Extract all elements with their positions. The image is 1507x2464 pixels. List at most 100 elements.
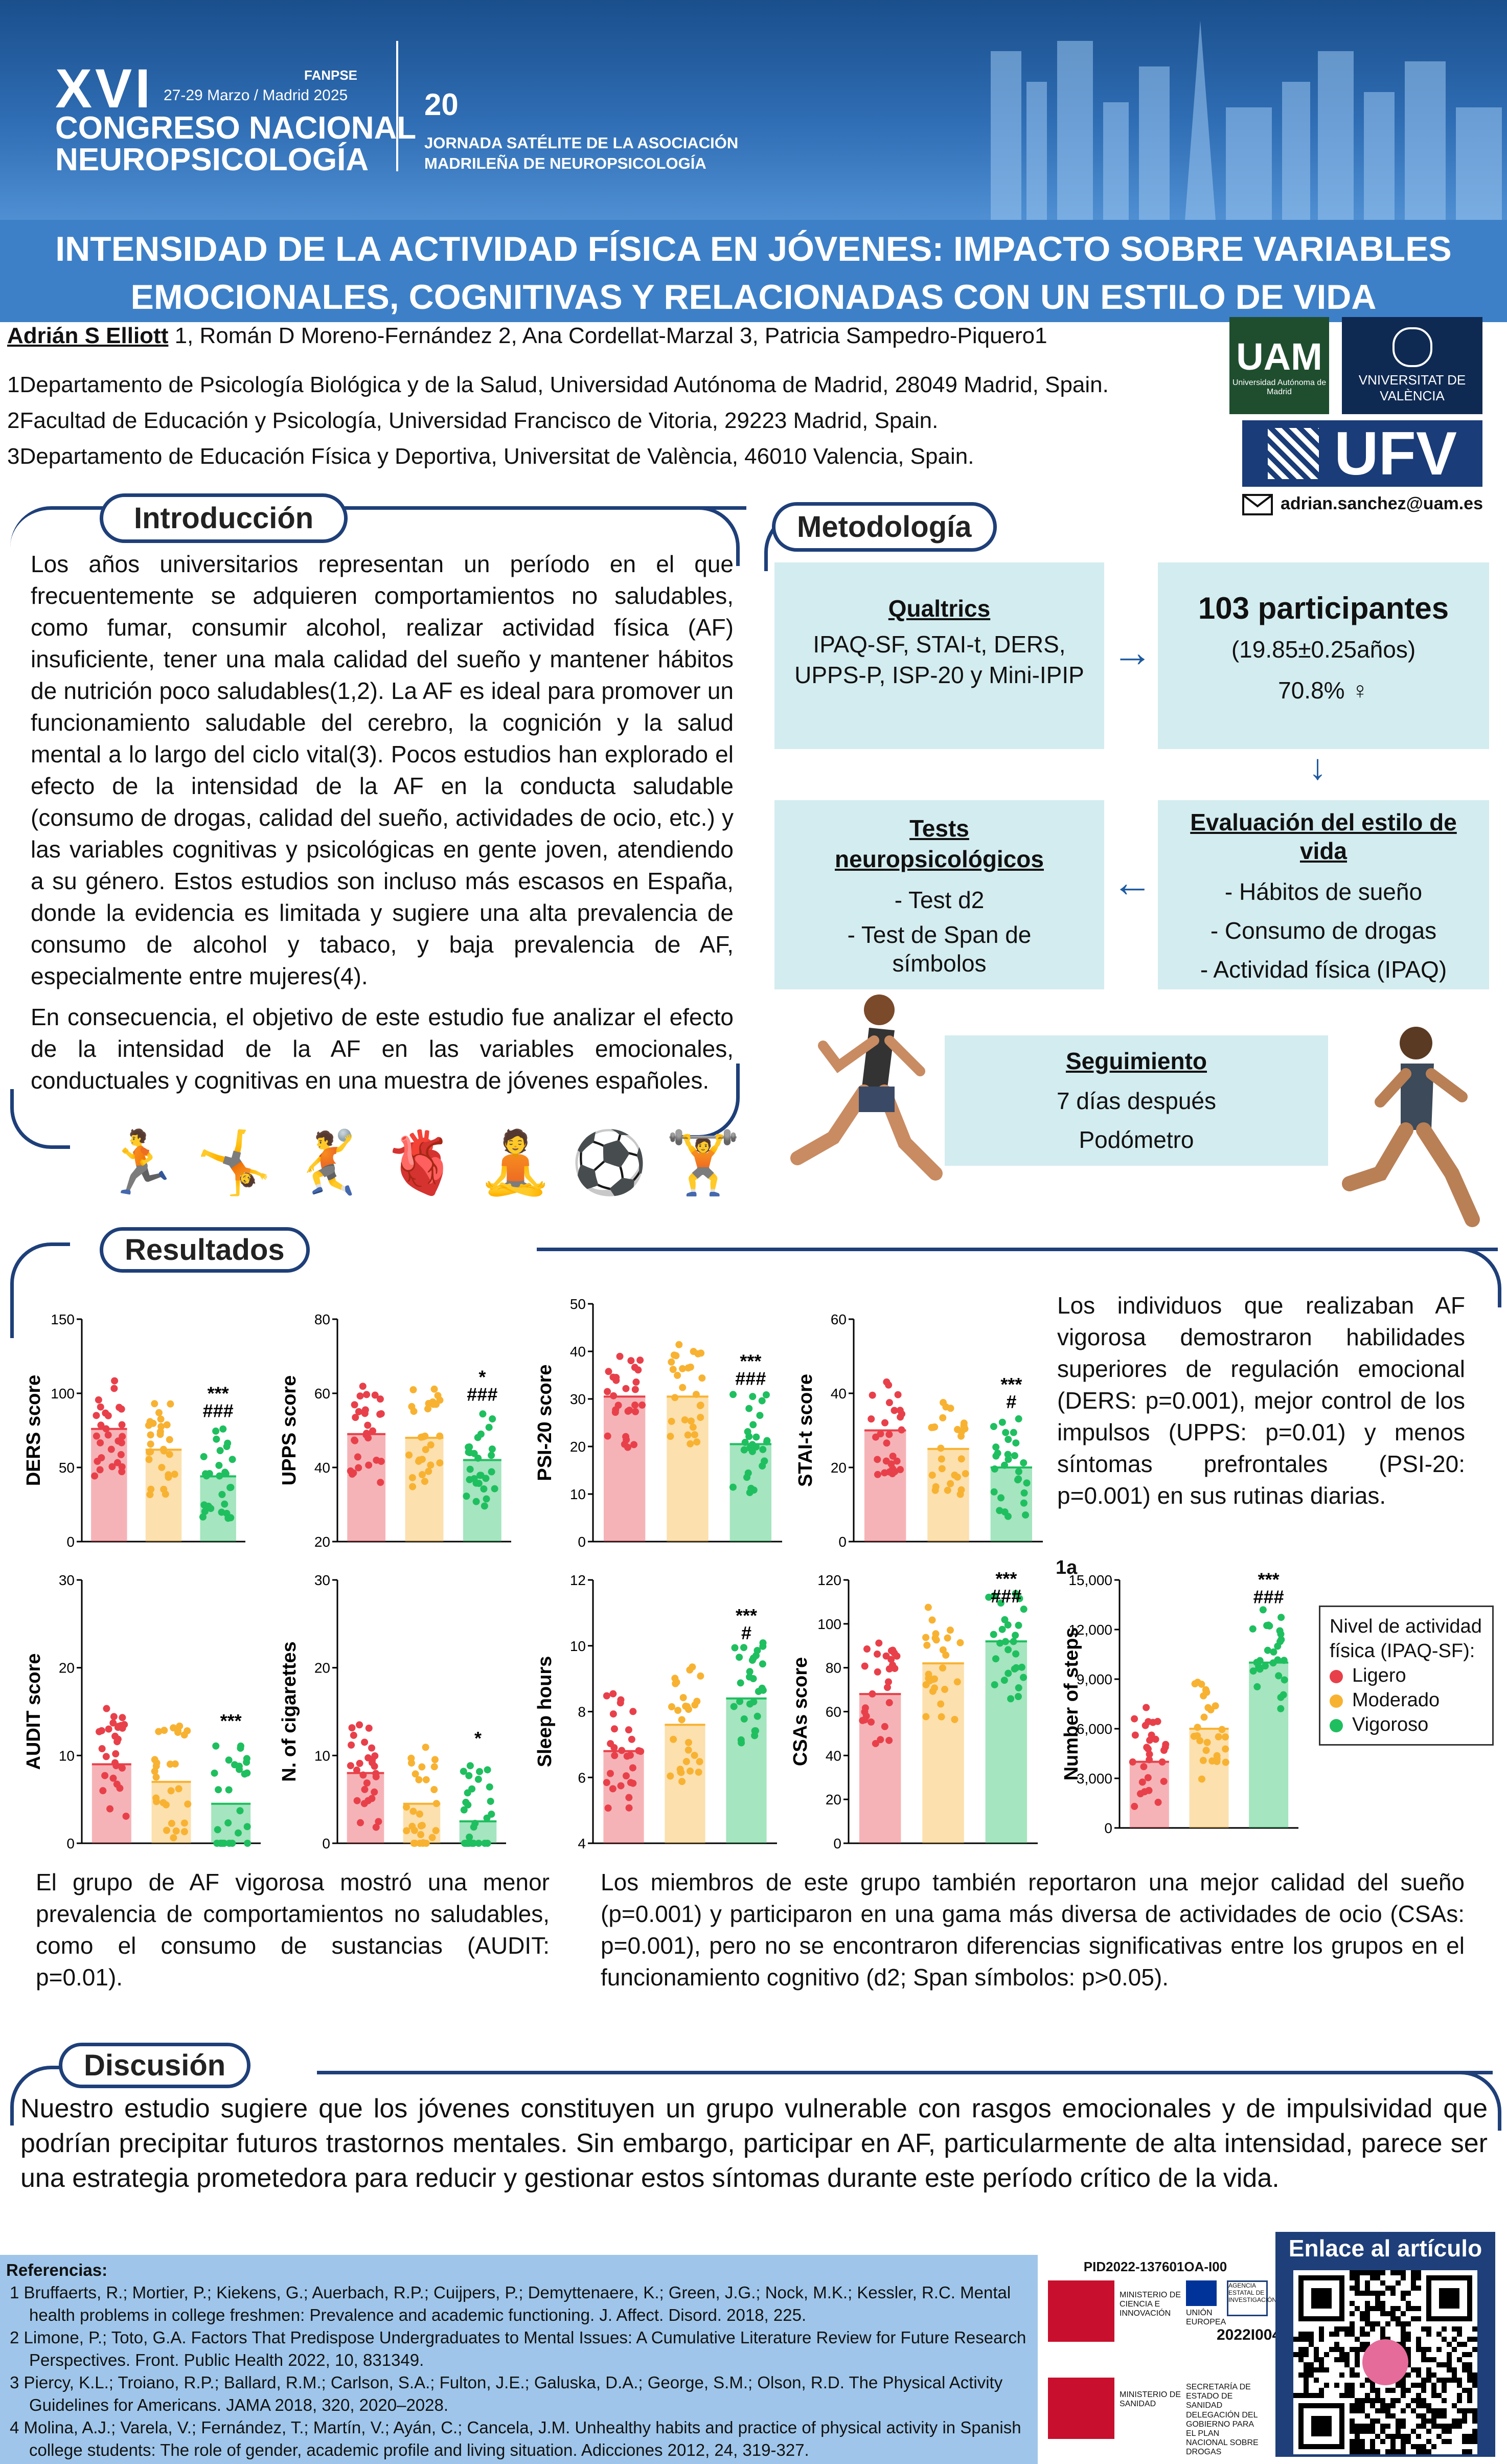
y-tick-label: 0 <box>322 1836 330 1851</box>
data-point <box>994 1450 1001 1457</box>
intro-paragraph-1: Los años universitarios representan un p… <box>31 551 734 989</box>
data-point <box>618 1747 626 1754</box>
data-point <box>954 1426 962 1433</box>
intro-header: Introducción <box>100 493 348 543</box>
data-point <box>1162 1740 1170 1748</box>
data-point <box>103 1705 110 1712</box>
data-point <box>362 1430 370 1437</box>
y-tick-label: 10 <box>59 1748 75 1764</box>
data-point <box>1020 1499 1028 1507</box>
data-point <box>874 1668 881 1676</box>
data-point <box>403 1827 410 1835</box>
data-point <box>863 1645 871 1653</box>
data-point <box>1129 1758 1136 1766</box>
data-point <box>147 1431 154 1439</box>
data-point <box>1274 1656 1282 1664</box>
data-point <box>744 1428 751 1436</box>
data-point <box>484 1766 491 1774</box>
data-point <box>874 1651 881 1658</box>
data-point <box>894 1391 902 1398</box>
data-point <box>436 1432 444 1440</box>
data-point <box>355 1408 362 1415</box>
header-divider <box>396 41 398 171</box>
data-point <box>1222 1733 1229 1741</box>
data-point <box>1281 1676 1288 1684</box>
data-point <box>1200 1713 1208 1721</box>
bar-ligero <box>347 1434 386 1542</box>
data-point <box>885 1381 893 1389</box>
y-tick-label: 0 <box>578 1534 586 1550</box>
header-banner: XVI FANPSE 27-29 Marzo / Madrid 2025 CON… <box>0 0 1507 220</box>
legend-swatch <box>1330 1694 1343 1708</box>
data-point <box>116 1404 123 1411</box>
agencia-logo: AGENCIA ESTATAL DE INVESTIGACIÓN <box>1227 2280 1276 2316</box>
data-point <box>1264 1646 1271 1654</box>
data-point <box>172 1827 180 1835</box>
intro-frame-corner-br <box>680 1064 740 1139</box>
data-point <box>1154 1798 1162 1806</box>
data-point <box>93 1432 100 1440</box>
data-point <box>356 1721 363 1729</box>
data-point <box>730 1703 738 1710</box>
significance-label: *** <box>1000 1374 1022 1395</box>
data-point <box>200 1501 208 1509</box>
ufv-logo-text: UFV <box>1334 419 1457 488</box>
data-point <box>422 1446 429 1454</box>
significance-label: * <box>474 1728 482 1749</box>
data-point <box>377 1479 384 1486</box>
data-point <box>349 1471 356 1478</box>
madrid-skyline-graphic <box>991 20 1502 220</box>
y-tick-label: 40 <box>570 1344 586 1360</box>
data-point <box>874 1456 881 1463</box>
ufv-emblem-icon <box>1268 428 1319 479</box>
legend-label: Ligero <box>1352 1665 1406 1686</box>
data-point <box>996 1639 1004 1647</box>
data-point <box>146 1449 153 1456</box>
eu-flag-icon <box>1186 2280 1217 2306</box>
data-point <box>998 1625 1006 1633</box>
data-point <box>740 1715 748 1723</box>
data-point <box>749 1393 757 1400</box>
y-tick-label: 30 <box>59 1572 75 1588</box>
data-point <box>938 1713 945 1721</box>
lifestyle-box: Evaluación del estilo de vida - Hábitos … <box>1158 800 1489 989</box>
data-point <box>174 1727 182 1734</box>
data-point <box>485 1423 493 1431</box>
data-point <box>113 1738 121 1746</box>
data-point <box>212 1742 220 1750</box>
data-point <box>638 1401 646 1409</box>
data-point <box>112 1762 120 1770</box>
data-point <box>180 1828 188 1836</box>
data-point <box>889 1452 897 1460</box>
data-point <box>938 1455 945 1463</box>
data-point <box>1202 1686 1209 1693</box>
data-point <box>611 1409 619 1416</box>
data-point <box>1277 1705 1285 1712</box>
data-point <box>465 1443 472 1451</box>
data-point <box>422 1776 430 1783</box>
data-point <box>687 1440 694 1448</box>
data-point <box>1016 1595 1023 1602</box>
data-point <box>1277 1614 1285 1621</box>
data-point <box>112 1750 120 1758</box>
data-point <box>678 1778 686 1785</box>
data-point <box>610 1725 618 1733</box>
data-point <box>1194 1724 1201 1731</box>
data-point <box>1198 1775 1205 1783</box>
satellite-20-logo: 20 <box>424 87 459 122</box>
data-point <box>1140 1763 1148 1771</box>
poster-title-line1: INTENSIDAD DE LA ACTIVIDAD FÍSICA EN JÓV… <box>55 230 1452 268</box>
data-point <box>1160 1777 1168 1785</box>
qr-code[interactable] <box>1293 2270 1477 2454</box>
data-point <box>940 1399 947 1407</box>
data-point <box>1249 1667 1257 1675</box>
data-point <box>931 1684 939 1692</box>
chart-audit: 0 10 20 30 AUDIT score *** <box>23 1572 261 1851</box>
data-point <box>692 1391 700 1398</box>
contact-email[interactable]: adrian.sanchez@uam.es <box>1281 494 1483 513</box>
intro-paragraph-2: En consecuencia, el objetivo de este est… <box>31 1004 734 1094</box>
data-point <box>107 1445 115 1453</box>
significance-label: ### <box>735 1368 766 1389</box>
data-point <box>759 1660 766 1668</box>
legend-swatch <box>1330 1669 1343 1683</box>
